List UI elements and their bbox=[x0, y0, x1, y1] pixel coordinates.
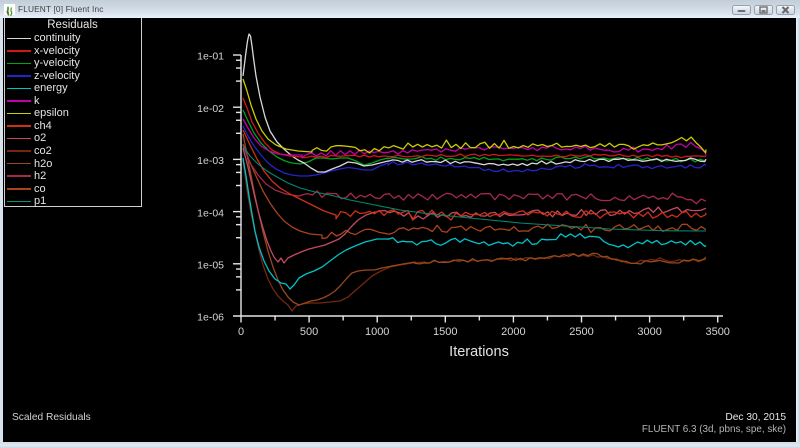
svg-text:1000: 1000 bbox=[365, 326, 389, 338]
svg-text:0: 0 bbox=[238, 326, 244, 338]
svg-text:3500: 3500 bbox=[705, 326, 729, 338]
svg-text:Iterations: Iterations bbox=[449, 344, 509, 360]
svg-text:1e-02: 1e-02 bbox=[197, 103, 224, 115]
svg-text:2500: 2500 bbox=[569, 326, 593, 338]
svg-text:1e-04: 1e-04 bbox=[197, 207, 224, 219]
svg-text:3000: 3000 bbox=[637, 326, 661, 338]
svg-text:1e-05: 1e-05 bbox=[197, 260, 224, 272]
svg-text:2000: 2000 bbox=[501, 326, 525, 338]
svg-text:1e-01: 1e-01 bbox=[197, 51, 224, 63]
svg-text:1e-06: 1e-06 bbox=[197, 312, 224, 324]
svg-text:1e-03: 1e-03 bbox=[197, 155, 224, 167]
svg-text:1500: 1500 bbox=[433, 326, 457, 338]
svg-text:500: 500 bbox=[300, 326, 318, 338]
